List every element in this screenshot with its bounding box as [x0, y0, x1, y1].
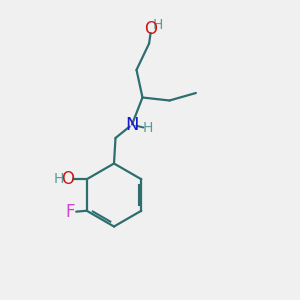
Text: O: O — [61, 170, 74, 188]
Text: O: O — [144, 20, 157, 38]
Text: F: F — [65, 203, 75, 221]
Text: N: N — [125, 116, 139, 134]
Text: H: H — [142, 121, 153, 135]
Text: H: H — [54, 172, 64, 186]
Text: H: H — [152, 18, 163, 32]
